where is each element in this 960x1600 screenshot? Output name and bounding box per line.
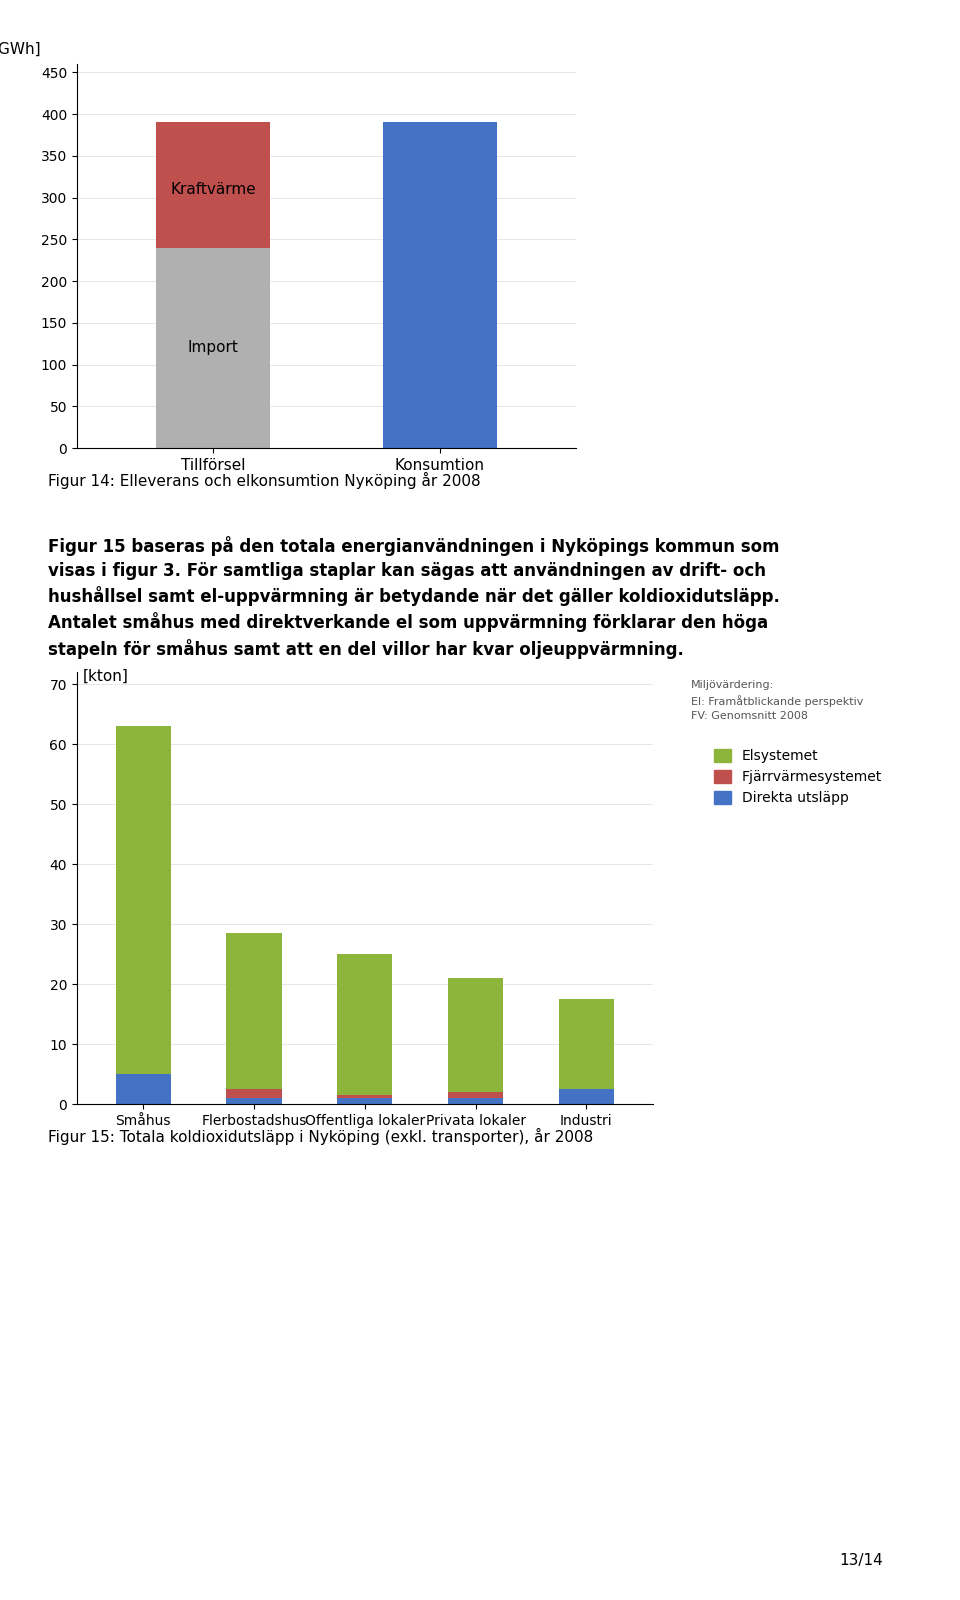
Text: 13/14: 13/14 [839,1554,883,1568]
Bar [448,1091,503,1098]
Text: Figur 15 baseras på den totala energianvändningen i Nyköpings kommun som
visas i: Figur 15 baseras på den totala energianv… [48,536,780,659]
Bar [115,1074,171,1104]
Bar [337,1098,393,1104]
Bar [559,1090,614,1104]
Text: Figur 14: Elleverans och elkonsumtion Nyкöping år 2008: Figur 14: Elleverans och elkonsumtion Ny… [48,472,481,490]
Legend: Elsystemet, Fjärrvärmesystemet, Direkta utsläpp: Elsystemet, Fjärrvärmesystemet, Direkta … [708,744,888,811]
Bar [337,1094,393,1098]
Bar [115,726,171,1074]
Bar [337,954,393,1094]
Bar [448,1098,503,1104]
Bar [448,978,503,1091]
Text: [kton]: [kton] [83,669,129,685]
Bar [383,123,496,448]
Text: Kraftvärme: Kraftvärme [170,182,255,197]
Bar [156,123,270,248]
Y-axis label: [GWh]: [GWh] [0,42,41,56]
Bar [559,998,614,1090]
Bar [227,1098,281,1104]
Bar [156,248,270,448]
Bar [227,933,281,1090]
Bar [227,1090,281,1098]
Text: Miljövärdering:
El: Framåtblickande perspektiv
FV: Genomsnitt 2008: Miljövärdering: El: Framåtblickande pers… [691,680,864,722]
Text: Import: Import [187,341,238,355]
Text: Figur 15: Totala koldioxidutsläpp i Nyköping (exkl. transporter), år 2008: Figur 15: Totala koldioxidutsläpp i Nykö… [48,1128,593,1146]
